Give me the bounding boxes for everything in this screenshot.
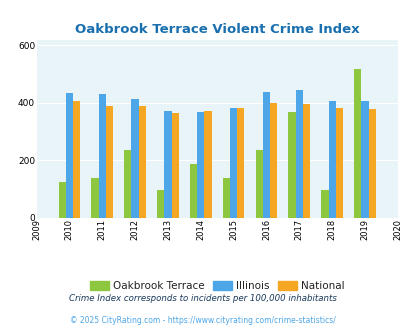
Bar bbox=[91, 178, 98, 218]
Bar bbox=[222, 178, 230, 218]
Bar bbox=[139, 106, 145, 218]
Title: Oakbrook Terrace Violent Crime Index: Oakbrook Terrace Violent Crime Index bbox=[75, 23, 359, 36]
Bar bbox=[328, 101, 335, 218]
Bar bbox=[171, 113, 178, 218]
Bar bbox=[302, 104, 309, 218]
Bar bbox=[73, 101, 80, 218]
Bar bbox=[335, 108, 342, 218]
Bar bbox=[262, 92, 269, 218]
Bar bbox=[368, 109, 375, 218]
Bar bbox=[204, 111, 211, 218]
Bar bbox=[237, 108, 244, 218]
Text: Crime Index corresponds to incidents per 100,000 inhabitants: Crime Index corresponds to incidents per… bbox=[69, 294, 336, 303]
Bar bbox=[98, 94, 106, 218]
Bar bbox=[190, 164, 197, 218]
Bar bbox=[197, 112, 204, 218]
Bar bbox=[288, 112, 295, 218]
Bar bbox=[269, 103, 277, 218]
Text: © 2025 CityRating.com - https://www.cityrating.com/crime-statistics/: © 2025 CityRating.com - https://www.city… bbox=[70, 315, 335, 325]
Bar bbox=[295, 90, 302, 218]
Bar bbox=[360, 101, 368, 218]
Bar bbox=[106, 106, 113, 218]
Bar bbox=[131, 99, 139, 218]
Bar bbox=[58, 182, 66, 218]
Bar bbox=[164, 111, 171, 218]
Bar bbox=[124, 150, 131, 218]
Bar bbox=[255, 150, 262, 218]
Bar bbox=[66, 93, 73, 218]
Bar bbox=[320, 190, 328, 218]
Bar bbox=[230, 108, 237, 218]
Bar bbox=[353, 69, 360, 218]
Legend: Oakbrook Terrace, Illinois, National: Oakbrook Terrace, Illinois, National bbox=[86, 277, 347, 295]
Bar bbox=[157, 190, 164, 218]
